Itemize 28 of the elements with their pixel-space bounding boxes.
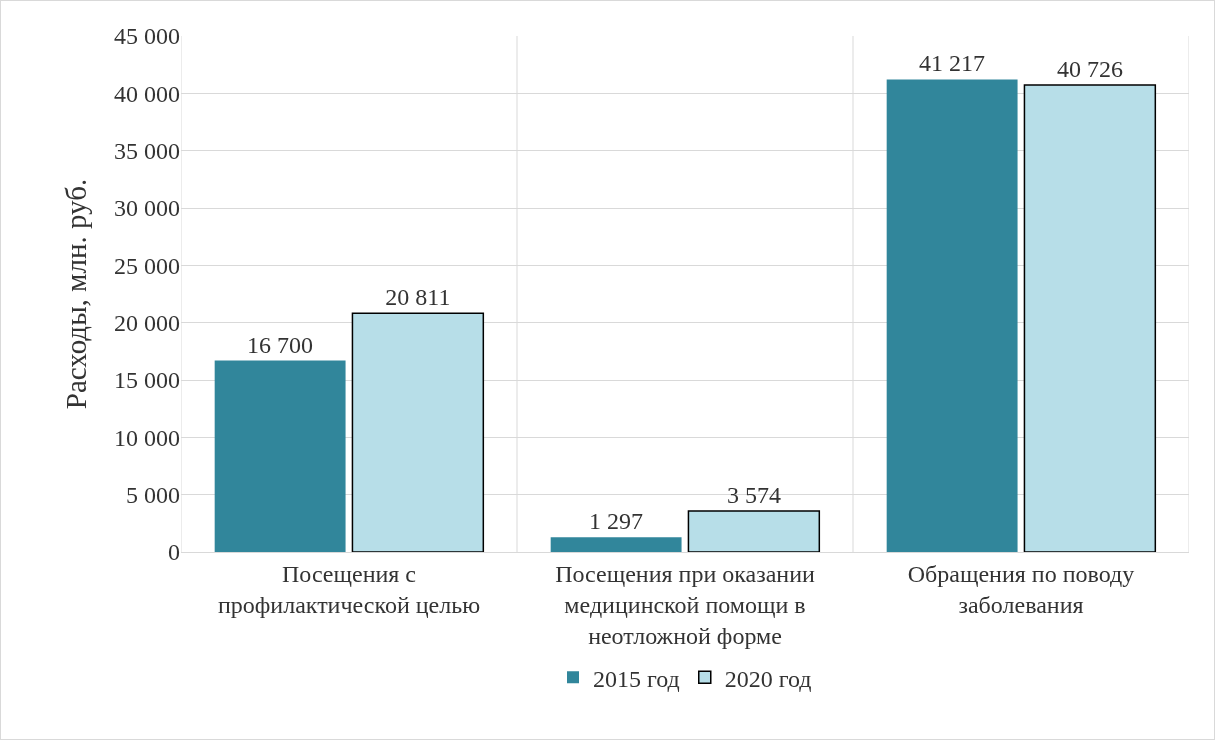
x-tick-label: Посещения с профилактической целью: [217, 560, 481, 618]
data-label: 20 811: [385, 284, 451, 311]
y-tick-label: 15 000: [114, 367, 180, 394]
y-tick-label: 5 000: [126, 482, 180, 509]
legend-label: 2015 год: [593, 665, 680, 692]
data-label: 41 217: [919, 50, 986, 77]
bar: [351, 312, 485, 552]
bar: [214, 360, 346, 552]
y-axis-title: Расходы, млн. руб.: [60, 178, 93, 410]
y-tick-label: 30 000: [114, 195, 180, 222]
y-tick-label: 40 000: [114, 80, 180, 107]
legend-label: 2020 год: [724, 665, 812, 692]
y-tick-label: 25 000: [114, 252, 180, 279]
bar: [550, 537, 682, 552]
data-label: 16 700: [247, 331, 314, 358]
x-tick-label: Обращения по поводу заболевания: [907, 560, 1135, 618]
y-tick-label: 20 000: [114, 310, 180, 337]
bar: [886, 79, 1018, 552]
y-tick-label: 45 000: [114, 23, 180, 50]
x-tick-label: Посещения при оказании медицинской помощи в неотложной форме: [555, 560, 815, 650]
bar: [1023, 84, 1157, 552]
y-tick-label: 35 000: [114, 138, 180, 165]
y-tick-label: 0: [168, 539, 180, 566]
data-label: 40 726: [1056, 56, 1123, 83]
data-label: 3 574: [726, 482, 781, 509]
bar: [687, 510, 821, 552]
data-label: 1 297: [589, 508, 644, 535]
y-tick-label: 10 000: [114, 424, 180, 451]
